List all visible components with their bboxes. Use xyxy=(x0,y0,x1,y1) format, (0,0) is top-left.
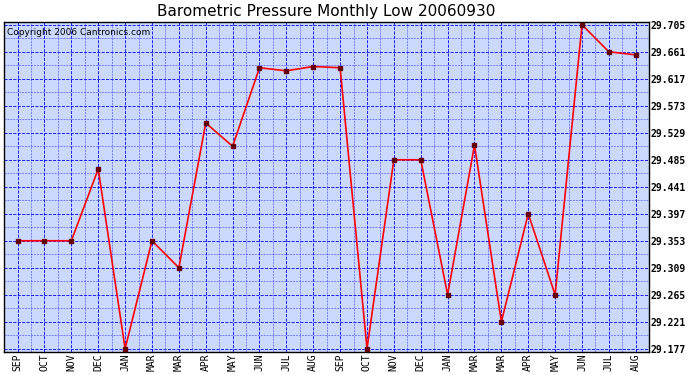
Title: Barometric Pressure Monthly Low 20060930: Barometric Pressure Monthly Low 20060930 xyxy=(157,4,496,19)
Text: Copyright 2006 Cantronics.com: Copyright 2006 Cantronics.com xyxy=(8,28,150,38)
